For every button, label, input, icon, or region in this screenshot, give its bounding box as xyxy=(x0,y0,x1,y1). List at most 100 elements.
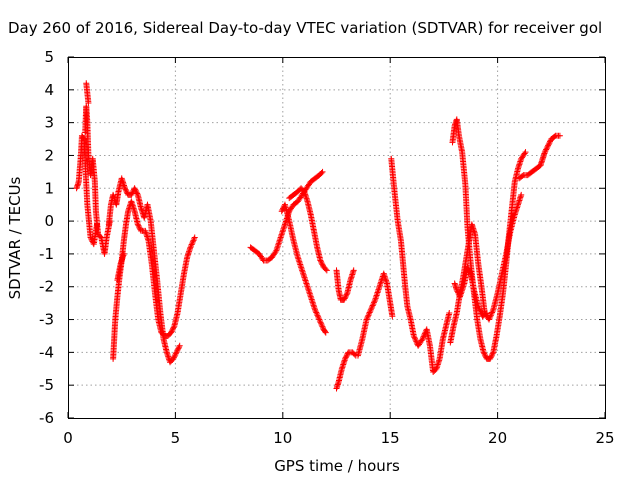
data-point xyxy=(487,354,494,361)
data-point xyxy=(419,336,426,343)
data-point xyxy=(316,316,323,323)
data-point xyxy=(168,328,175,335)
data-point xyxy=(319,168,326,175)
data-point xyxy=(541,149,548,156)
data-point xyxy=(544,143,551,150)
data-point xyxy=(121,185,128,192)
data-point xyxy=(135,222,142,229)
data-point xyxy=(477,309,484,316)
data-point xyxy=(412,337,419,344)
data-point xyxy=(367,306,374,313)
data-point xyxy=(312,306,319,313)
data-point xyxy=(465,266,472,273)
y-tick-label: -3 xyxy=(39,311,54,329)
x-tick-label: 10 xyxy=(273,429,292,447)
data-point xyxy=(522,149,529,156)
data-point xyxy=(371,298,378,305)
y-tick-label: 3 xyxy=(44,114,54,132)
data-point xyxy=(318,260,325,267)
data-point xyxy=(323,267,330,274)
data-point xyxy=(97,233,104,240)
data-point xyxy=(341,295,348,302)
data-point xyxy=(188,241,195,248)
data-point xyxy=(173,349,180,356)
data-point xyxy=(546,139,553,146)
data-point xyxy=(487,312,494,319)
data-point xyxy=(542,147,549,154)
data-point xyxy=(170,324,177,331)
data-point xyxy=(322,266,329,273)
data-point xyxy=(187,244,194,251)
data-point xyxy=(128,191,135,198)
data-point xyxy=(120,250,127,257)
data-point xyxy=(543,145,550,152)
data-point xyxy=(475,303,482,310)
data-point xyxy=(136,223,143,230)
data-point xyxy=(170,355,177,362)
data-point xyxy=(319,324,326,331)
y-tick-label: -5 xyxy=(39,376,54,394)
y-tick-label: -4 xyxy=(39,343,54,361)
data-point xyxy=(132,186,139,193)
data-point xyxy=(480,349,487,356)
data-point xyxy=(189,240,196,247)
data-point xyxy=(341,296,348,303)
data-point xyxy=(172,350,179,357)
data-point xyxy=(466,267,473,274)
data-point xyxy=(556,132,563,139)
data-point xyxy=(319,261,326,268)
y-tick-label: -1 xyxy=(39,245,54,263)
data-point xyxy=(315,313,322,320)
data-point xyxy=(312,308,319,315)
data-point xyxy=(482,310,489,317)
data-point xyxy=(170,354,177,361)
data-point xyxy=(366,310,373,317)
data-point xyxy=(171,353,178,360)
data-point xyxy=(486,316,493,323)
data-point xyxy=(454,288,461,295)
data-point xyxy=(363,316,370,323)
data-point xyxy=(85,99,92,106)
data-point xyxy=(319,323,326,330)
data-point xyxy=(318,322,325,329)
data-point xyxy=(518,191,525,198)
data-point xyxy=(418,337,425,344)
data-point xyxy=(412,335,419,342)
data-point xyxy=(129,190,136,197)
data-point xyxy=(389,313,396,320)
x-tick-label: 5 xyxy=(171,429,181,447)
data-point xyxy=(453,287,460,294)
data-point xyxy=(318,169,325,176)
data-point xyxy=(545,142,552,149)
y-tick-label: 1 xyxy=(44,179,54,197)
data-point xyxy=(174,346,181,353)
y-tick-label: 2 xyxy=(44,146,54,164)
data-point xyxy=(475,304,482,311)
data-point xyxy=(123,187,130,194)
data-point xyxy=(169,327,176,334)
data-point xyxy=(477,307,484,314)
x-tick-label: 15 xyxy=(381,429,400,447)
data-point xyxy=(191,234,198,241)
data-point xyxy=(134,221,141,228)
data-point xyxy=(369,302,376,309)
data-point xyxy=(370,299,377,306)
data-point xyxy=(350,267,357,274)
data-point xyxy=(476,306,483,313)
data-point xyxy=(168,329,175,336)
data-point xyxy=(190,237,197,244)
data-point xyxy=(88,235,95,242)
y-tick-label: 0 xyxy=(44,212,54,230)
data-point xyxy=(488,353,495,360)
data-point xyxy=(489,351,496,358)
data-point xyxy=(488,310,495,317)
data-point xyxy=(318,258,325,265)
data-point xyxy=(322,328,329,335)
data-point xyxy=(343,353,350,360)
y-tick-label: 5 xyxy=(44,48,54,66)
data-point xyxy=(369,303,376,310)
x-tick-label: 0 xyxy=(63,429,73,447)
data-point xyxy=(189,238,196,245)
data-point xyxy=(364,315,371,322)
